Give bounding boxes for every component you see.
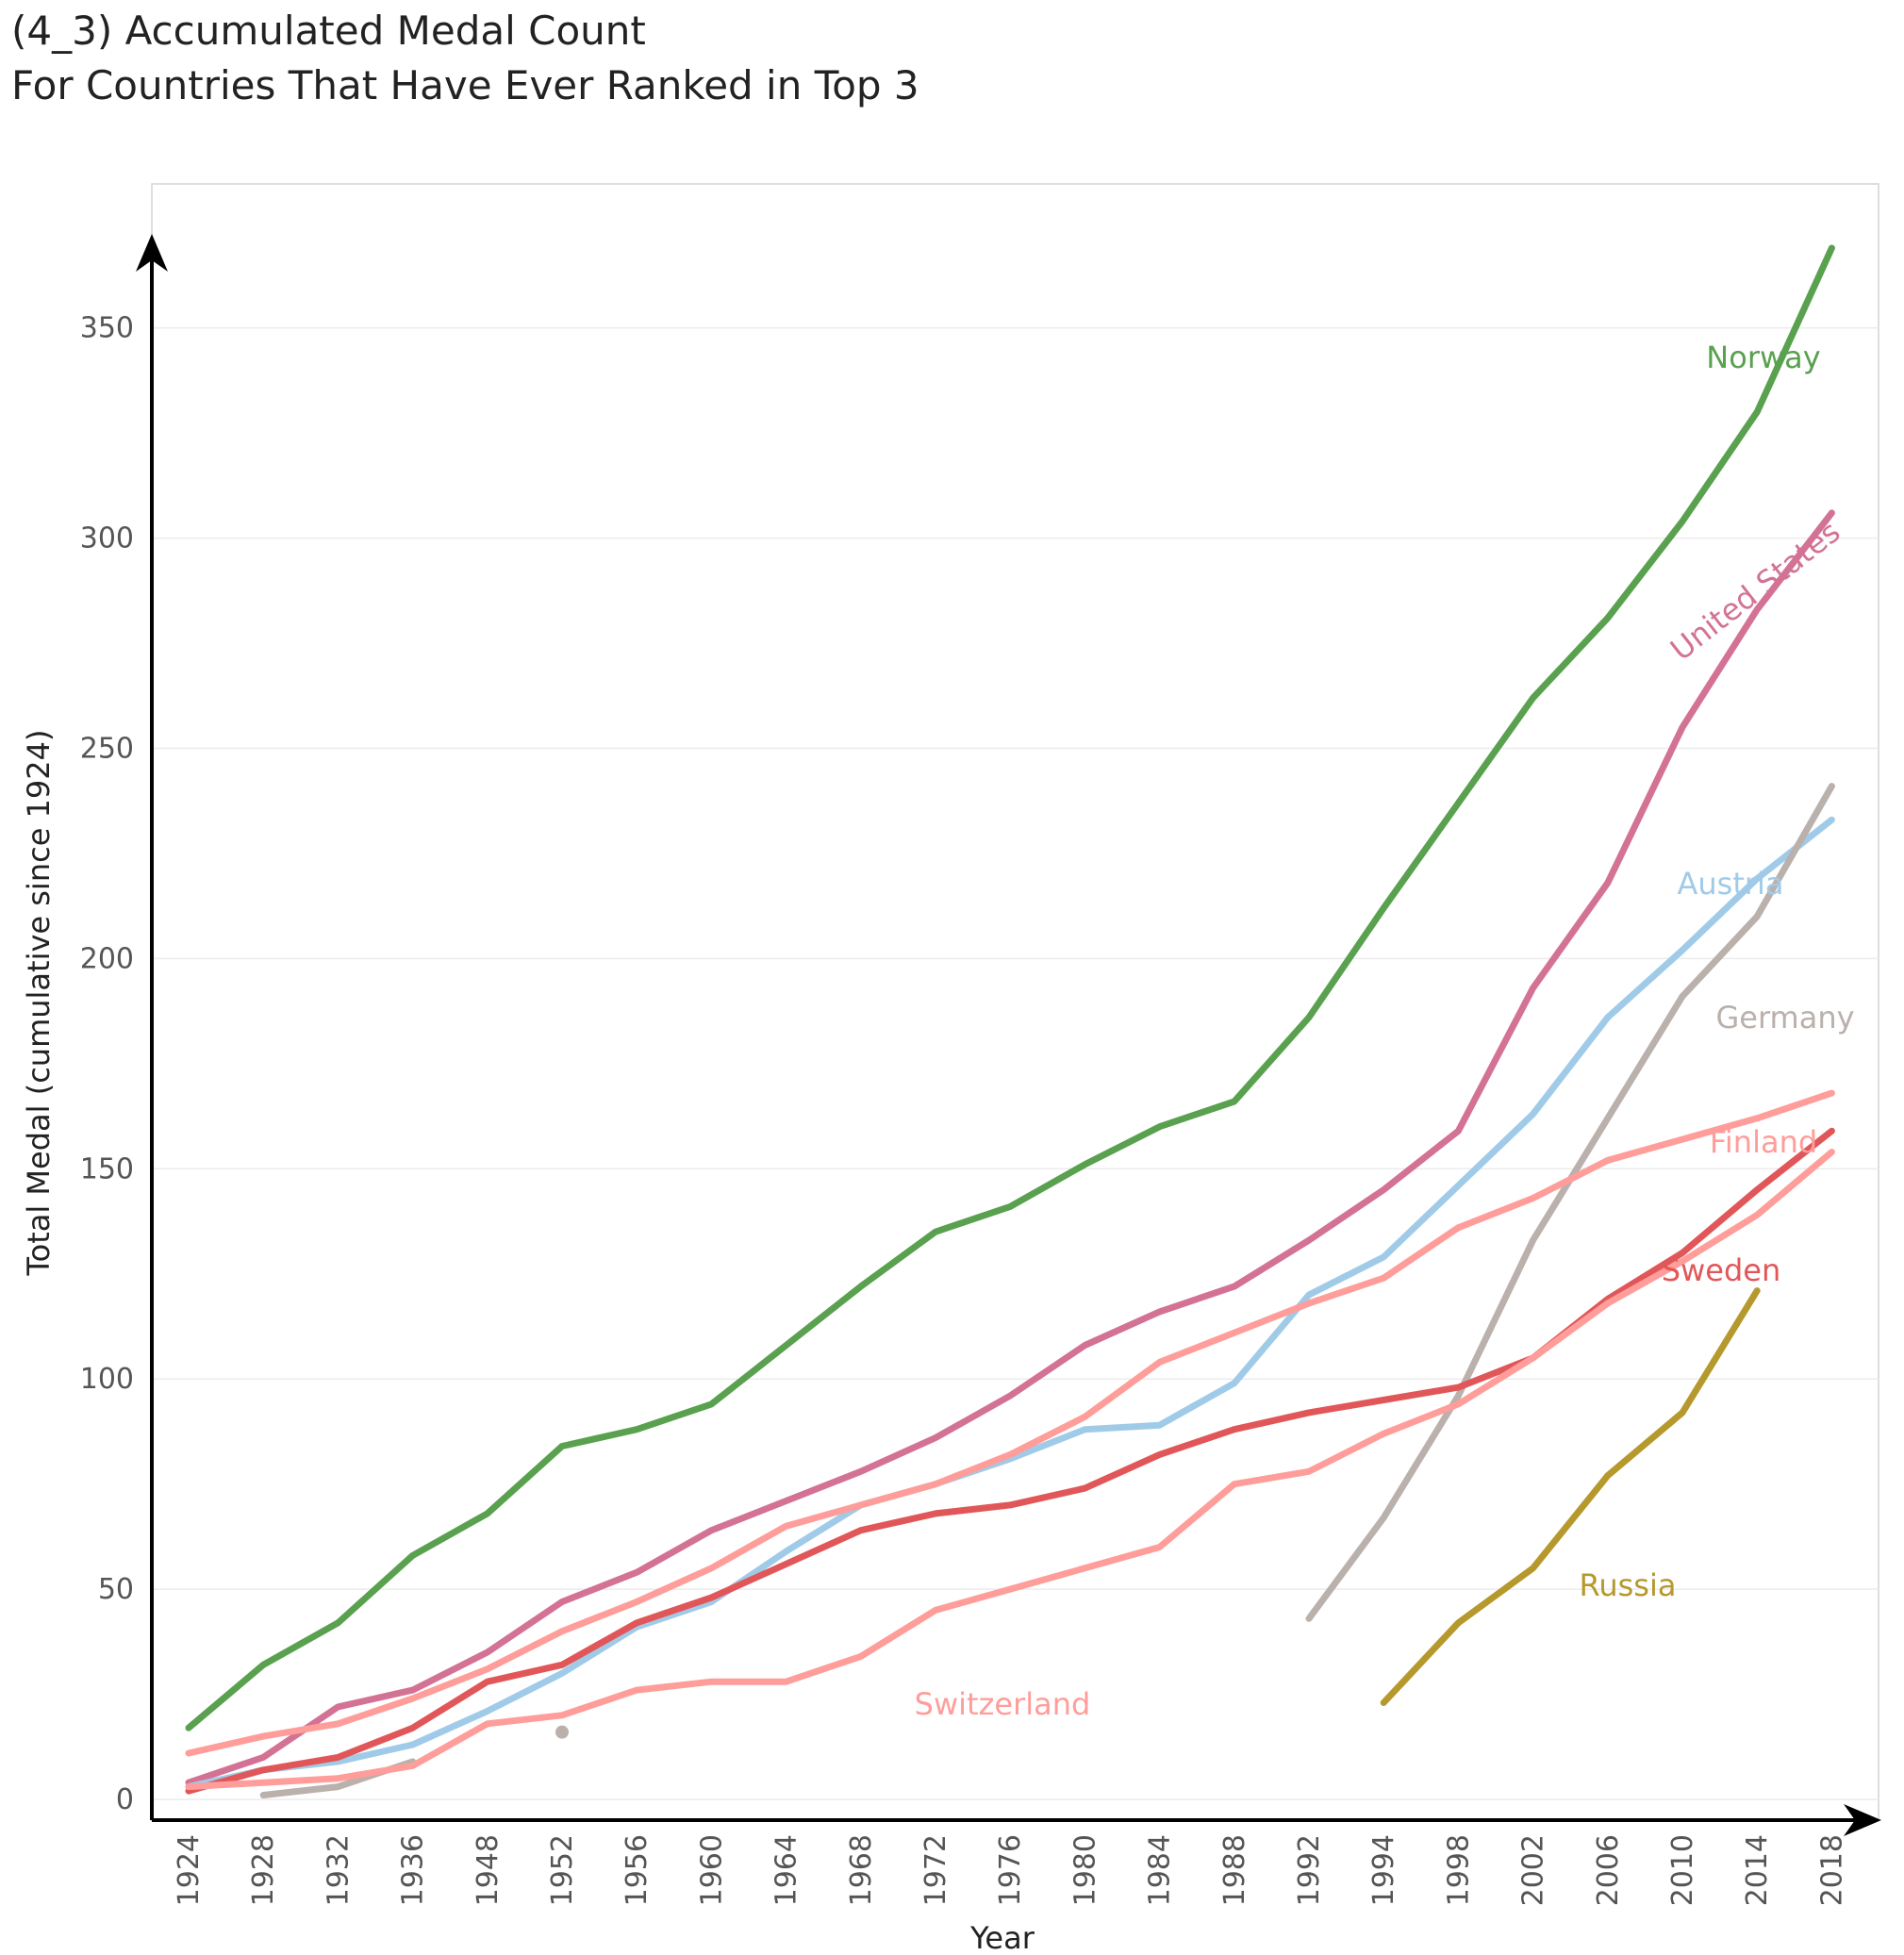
x-tick-label: 1924 — [173, 1834, 206, 1906]
series-label-switzerland: Switzerland — [915, 1686, 1091, 1722]
series-line-austria — [185, 816, 1835, 1791]
x-tick-label: 1952 — [546, 1834, 579, 1906]
series-label-sweden: Sweden — [1662, 1252, 1780, 1288]
x-tick-label: 2002 — [1517, 1834, 1550, 1906]
series-label-germany: Germany — [1715, 1000, 1854, 1035]
series-line-germany — [1305, 783, 1835, 1622]
y-tick-label: 250 — [80, 733, 134, 766]
x-tick-label: 2014 — [1741, 1834, 1774, 1906]
series-line-finland — [185, 1089, 1835, 1757]
x-tick-label: 2006 — [1592, 1834, 1625, 1906]
x-tick-label: 1956 — [621, 1834, 654, 1906]
x-tick-label: 1992 — [1293, 1834, 1326, 1906]
series-line-switzerland — [185, 1149, 1835, 1791]
y-axis-arrow — [136, 234, 168, 272]
x-tick-label: 1960 — [695, 1834, 728, 1906]
x-tick-label: 1980 — [1068, 1834, 1101, 1906]
title-line-2: For Countries That Have Ever Ranked in T… — [11, 62, 919, 108]
series-label-finland: Finland — [1710, 1124, 1817, 1160]
y-tick-label: 350 — [80, 312, 134, 345]
title-line-1: (4_3) Accumulated Medal Count — [11, 8, 646, 54]
chart-title: (4_3) Accumulated Medal Count For Countr… — [11, 4, 919, 113]
y-tick-label: 0 — [116, 1783, 134, 1816]
x-tick-label: 2018 — [1815, 1834, 1848, 1906]
y-tick-label: 50 — [98, 1573, 134, 1606]
series-label-russia: Russia — [1580, 1567, 1677, 1603]
x-tick-label: 1988 — [1218, 1834, 1251, 1906]
x-tick-label: 1968 — [845, 1834, 878, 1906]
x-tick-label: 1998 — [1442, 1834, 1475, 1906]
x-tick-label: 1972 — [919, 1834, 952, 1906]
x-tick-label: 1976 — [994, 1834, 1027, 1906]
y-tick-label: 150 — [80, 1152, 134, 1185]
x-tick-label: 1932 — [322, 1834, 355, 1906]
series-label-austria: Austria — [1677, 866, 1783, 902]
x-tick-label: 1964 — [770, 1834, 803, 1906]
series-line-russia — [1380, 1287, 1761, 1706]
series-line-norway — [185, 244, 1835, 1731]
series-label-norway: Norway — [1706, 340, 1820, 375]
series-line-united-states — [185, 509, 1835, 1786]
x-tick-label: 1928 — [247, 1834, 280, 1906]
x-axis-arrow — [1844, 1804, 1881, 1836]
x-tick-label: 1984 — [1144, 1834, 1177, 1906]
y-tick-label: 200 — [80, 942, 134, 975]
x-tick-label: 1936 — [397, 1834, 430, 1906]
x-tick-label: 1994 — [1367, 1834, 1400, 1906]
x-axis-title: Year — [969, 1920, 1035, 1955]
y-tick-label: 100 — [80, 1363, 134, 1396]
series-point-germany — [555, 1725, 569, 1739]
x-tick-label: 2010 — [1666, 1834, 1699, 1906]
series-label-united-states: United States — [1664, 514, 1846, 668]
y-axis-title: Total Medal (cumulative since 1924) — [21, 730, 57, 1277]
y-tick-label: 300 — [80, 522, 134, 555]
x-tick-label: 1948 — [472, 1834, 505, 1906]
